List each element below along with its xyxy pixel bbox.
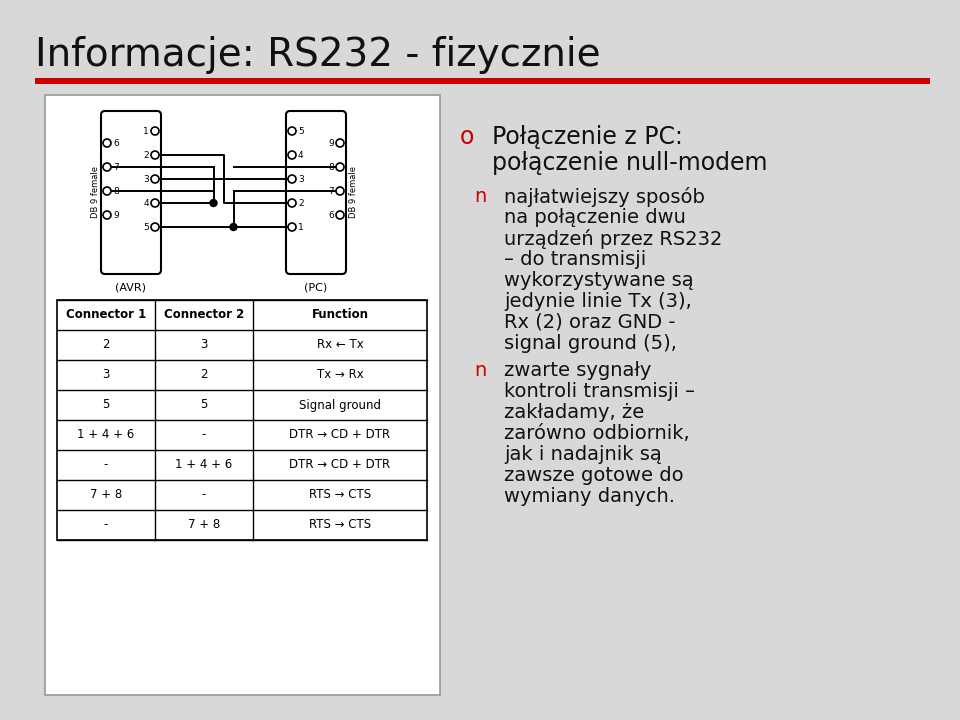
Bar	[45, 95, 440, 695]
Text: -: -	[202, 428, 206, 441]
Circle shape	[288, 127, 296, 135]
Text: Tx → Rx: Tx → Rx	[317, 369, 364, 382]
Text: wymiany danych.: wymiany danych.	[504, 487, 675, 506]
Text: RTS → CTS: RTS → CTS	[309, 518, 372, 531]
Text: kontroli transmisji –: kontroli transmisji –	[504, 382, 695, 401]
Text: jedynie linie Tx (3),: jedynie linie Tx (3),	[504, 292, 692, 311]
Text: n: n	[474, 361, 487, 380]
Text: na połączenie dwu: na połączenie dwu	[504, 208, 685, 227]
Text: 7: 7	[113, 163, 119, 171]
Text: 3: 3	[298, 174, 303, 184]
Text: 3: 3	[201, 338, 207, 351]
Text: zwarte sygnały: zwarte sygnały	[504, 361, 652, 380]
Circle shape	[336, 163, 344, 171]
Circle shape	[288, 175, 296, 183]
Text: 1 + 4 + 6: 1 + 4 + 6	[176, 459, 232, 472]
Circle shape	[210, 199, 217, 207]
Text: o: o	[460, 125, 474, 149]
Text: 2: 2	[201, 369, 207, 382]
Circle shape	[336, 187, 344, 195]
Circle shape	[336, 211, 344, 219]
Text: 5: 5	[103, 398, 109, 412]
Text: – do transmisji: – do transmisji	[504, 250, 646, 269]
Text: DB 9 female: DB 9 female	[90, 166, 100, 218]
Text: zakładamy, że: zakładamy, że	[504, 403, 644, 422]
Text: 1 + 4 + 6: 1 + 4 + 6	[78, 428, 134, 441]
Text: (AVR): (AVR)	[115, 282, 147, 292]
Text: Rx ← Tx: Rx ← Tx	[317, 338, 364, 351]
Text: 7: 7	[328, 186, 334, 196]
Text: Rx (2) oraz GND -: Rx (2) oraz GND -	[504, 313, 676, 332]
Text: 9: 9	[113, 210, 119, 220]
Circle shape	[103, 139, 111, 147]
Text: 7 + 8: 7 + 8	[90, 488, 122, 502]
Bar	[35, 78, 930, 84]
Text: 2: 2	[103, 338, 109, 351]
Text: DB 9 female: DB 9 female	[349, 166, 358, 218]
Text: 1: 1	[298, 222, 303, 232]
Text: 1: 1	[143, 127, 149, 135]
Text: 2: 2	[143, 150, 149, 160]
Text: 9: 9	[328, 138, 334, 148]
Text: Connector 1: Connector 1	[66, 308, 146, 322]
Bar	[57, 300, 427, 540]
Circle shape	[151, 151, 159, 159]
Text: 5: 5	[201, 398, 207, 412]
Circle shape	[151, 199, 159, 207]
Text: (PC): (PC)	[304, 282, 327, 292]
Text: połączenie null-modem: połączenie null-modem	[492, 151, 767, 175]
Text: RTS → CTS: RTS → CTS	[309, 488, 372, 502]
Circle shape	[336, 139, 344, 147]
Circle shape	[288, 223, 296, 231]
Text: -: -	[202, 488, 206, 502]
Text: Function: Function	[311, 308, 369, 322]
Text: Connector 2: Connector 2	[164, 308, 244, 322]
Text: 3: 3	[103, 369, 109, 382]
Text: zarówno odbiornik,: zarówno odbiornik,	[504, 424, 689, 443]
Text: 8: 8	[328, 163, 334, 171]
Circle shape	[103, 187, 111, 195]
Text: 7 + 8: 7 + 8	[188, 518, 220, 531]
Text: DTR → CD + DTR: DTR → CD + DTR	[289, 428, 391, 441]
Text: jak i nadajnik są: jak i nadajnik są	[504, 445, 661, 464]
Text: 4: 4	[298, 150, 303, 160]
FancyBboxPatch shape	[286, 111, 346, 274]
Text: 2: 2	[298, 199, 303, 207]
Text: najłatwiejszy sposób: najłatwiejszy sposób	[504, 187, 705, 207]
Text: zawsze gotowe do: zawsze gotowe do	[504, 466, 684, 485]
Circle shape	[103, 163, 111, 171]
Circle shape	[288, 151, 296, 159]
Text: -: -	[104, 459, 108, 472]
Text: urządzeń przez RS232: urządzeń przez RS232	[504, 229, 722, 249]
Text: 3: 3	[143, 174, 149, 184]
Text: 4: 4	[143, 199, 149, 207]
FancyBboxPatch shape	[101, 111, 161, 274]
Text: signal ground (5),: signal ground (5),	[504, 334, 677, 353]
Text: 5: 5	[143, 222, 149, 232]
Text: 6: 6	[328, 210, 334, 220]
Text: n: n	[474, 187, 487, 206]
Circle shape	[151, 223, 159, 231]
Text: 5: 5	[298, 127, 303, 135]
Text: 6: 6	[113, 138, 119, 148]
Text: Informacje: RS232 - fizycznie: Informacje: RS232 - fizycznie	[35, 36, 601, 74]
Circle shape	[230, 223, 237, 230]
Circle shape	[288, 199, 296, 207]
Text: -: -	[104, 518, 108, 531]
Text: wykorzystywane są: wykorzystywane są	[504, 271, 694, 290]
Circle shape	[151, 175, 159, 183]
Circle shape	[151, 127, 159, 135]
Circle shape	[103, 211, 111, 219]
Text: DTR → CD + DTR: DTR → CD + DTR	[289, 459, 391, 472]
Text: Połączenie z PC:: Połączenie z PC:	[492, 125, 683, 149]
Text: Signal ground: Signal ground	[299, 398, 381, 412]
Text: 8: 8	[113, 186, 119, 196]
